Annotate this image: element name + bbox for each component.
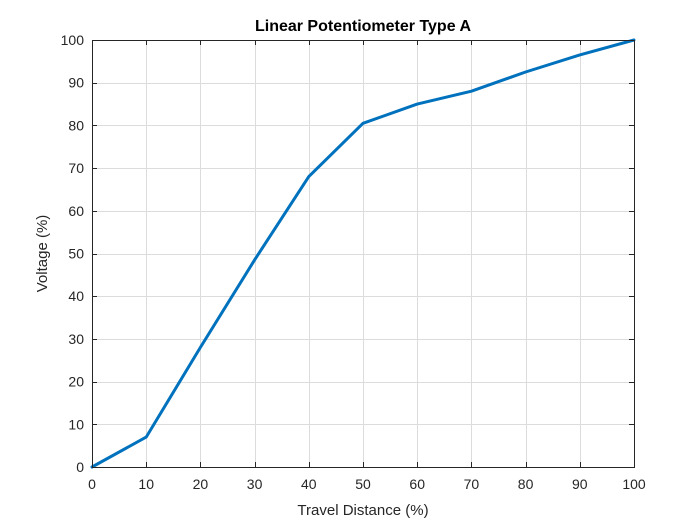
y-tick-label: 10 [68, 416, 84, 432]
x-tick-label: 10 [138, 476, 154, 492]
x-tick-label: 0 [88, 476, 96, 492]
y-tick-label: 50 [68, 246, 84, 262]
x-tick-label: 20 [193, 476, 209, 492]
x-tick-label: 60 [409, 476, 425, 492]
y-tick-label: 60 [68, 203, 84, 219]
y-tick-label: 90 [68, 75, 84, 91]
x-tick-label: 80 [518, 476, 534, 492]
y-tick-label: 20 [68, 374, 84, 390]
y-tick-label: 100 [61, 32, 85, 48]
y-tick-label: 80 [68, 117, 84, 133]
series-line-1 [90, 38, 636, 469]
x-tick-label: 100 [622, 476, 646, 492]
grid [92, 40, 634, 467]
x-tick-label: 90 [572, 476, 588, 492]
y-tick-label: 40 [68, 288, 84, 304]
chart-title: Linear Potentiometer Type A [255, 18, 471, 35]
x-tick-label: 30 [247, 476, 263, 492]
x-tick-label: 50 [355, 476, 371, 492]
x-tick-label: 40 [301, 476, 317, 492]
x-axis-label: Travel Distance (%) [297, 502, 428, 519]
y-tick-label: 0 [76, 459, 84, 475]
ticks: 0 10 20 30 40 50 60 70 80 90 100 0 10 20 30 40 50 60 70 80 9… [61, 32, 646, 492]
x-tick-label: 70 [464, 476, 480, 492]
series-layer [90, 38, 636, 469]
y-axis-label: Voltage (%) [34, 215, 51, 293]
y-tick-label: 70 [68, 160, 84, 176]
y-tick-label: 30 [68, 331, 84, 347]
